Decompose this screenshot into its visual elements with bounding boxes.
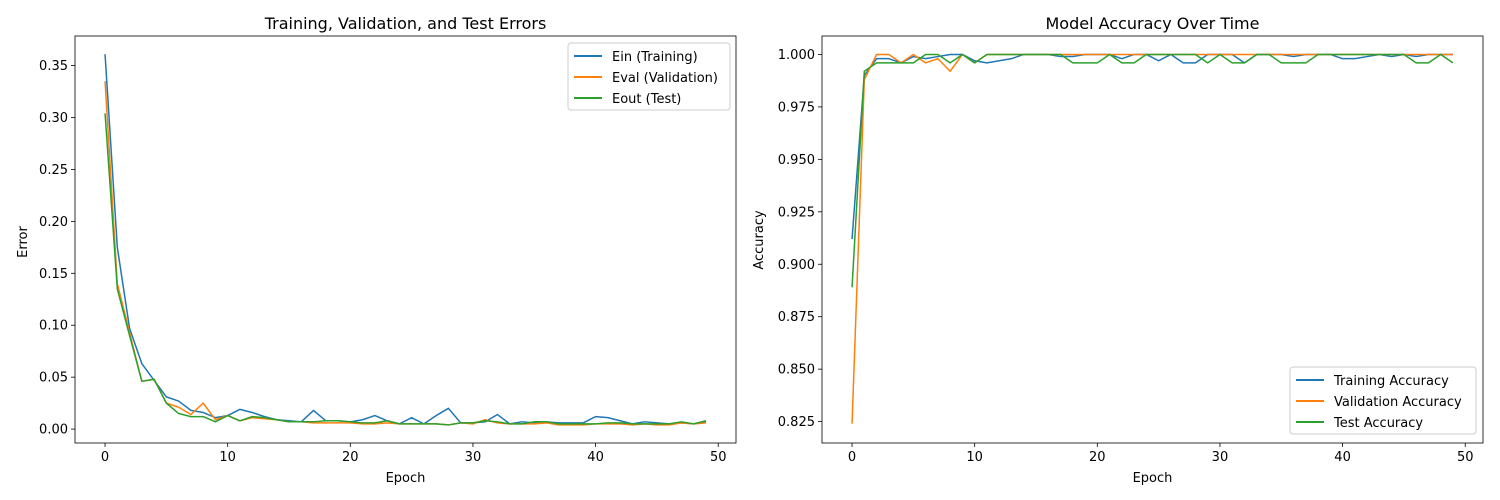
error-xtick-label: 40 [587,450,604,465]
accuracy-ytick-label: 0.950 [778,153,815,168]
accuracy-chart-ticks: 0 10 20 30 40 50 0.825 0.850 0.875 0.900 0.925 0.95… [778,48,1474,465]
accuracy-series-line-training-accuracy [851,53,1453,240]
accuracy-ytick-label: 0.875 [778,310,815,325]
accuracy-chart-panel: Model Accuracy Over Time Epoch Accuracy … [752,14,1484,486]
error-ytick-label: 0.25 [39,163,68,178]
error-ytick-label: 0.15 [39,267,68,282]
accuracy-xtick-label: 20 [1089,450,1106,465]
accuracy-ytick-label: 0.975 [778,100,815,115]
accuracy-xtick-label: 0 [848,450,856,465]
error-chart-ticks: 0 10 20 30 40 50 0.00 0.05 0.10 0.15 0.20 0.25 0.30 0… [39,59,726,465]
error-xtick-label: 30 [465,450,482,465]
error-chart-axes-frame [74,35,737,444]
error-xtick-label: 10 [219,450,236,465]
error-legend-box [567,42,731,111]
error-ytick-label: 0.20 [39,215,68,230]
legend-label-training-accuracy: Training Accuracy [1333,374,1449,389]
accuracy-ytick-label: 1.000 [778,48,815,63]
accuracy-chart-legend: Training Accuracy Validation Accuracy Te… [1289,366,1477,435]
legend-label-validation-accuracy: Validation Accuracy [1334,395,1462,410]
accuracy-xtick-label: 40 [1334,450,1351,465]
error-xtick-label: 50 [710,450,727,465]
legend-label-eout: Eout (Test) [612,92,681,107]
accuracy-chart-axes-frame [821,35,1484,444]
error-chart-legend: Ein (Training) Eval (Validation) Eout (T… [567,42,731,111]
error-chart-ylabel: Error [16,226,31,258]
accuracy-xtick-label: 30 [1212,450,1229,465]
error-chart-xlabel: Epoch [386,471,426,486]
accuracy-xtick-label: 50 [1457,450,1474,465]
accuracy-ytick-label: 0.925 [778,205,815,220]
error-ytick-label: 0.10 [39,319,68,334]
accuracy-chart-xlabel: Epoch [1133,471,1173,486]
error-ytick-label: 0.35 [39,59,68,74]
accuracy-chart-series [851,53,1454,424]
accuracy-chart-ylabel: Accuracy [752,210,767,270]
accuracy-ytick-label: 0.825 [778,415,815,430]
accuracy-chart-title: Model Accuracy Over Time [1046,14,1260,33]
accuracy-ytick-label: 0.900 [778,258,815,273]
accuracy-ytick-label: 0.850 [778,363,815,378]
legend-label-ein: Ein (Training) [612,50,698,65]
error-chart-panel: Training, Validation, and Test Errors Ep… [16,14,737,486]
error-chart-title: Training, Validation, and Test Errors [264,14,547,33]
error-chart-series [104,54,707,426]
accuracy-xtick-label: 10 [966,450,983,465]
error-series-line-eout-test [104,113,707,426]
accuracy-series-line-test-accuracy [851,53,1454,288]
error-xtick-label: 20 [342,450,359,465]
error-series-line-ein-training [104,54,707,425]
legend-label-test-accuracy: Test Accuracy [1333,416,1423,431]
accuracy-legend-box [1289,366,1477,435]
error-ytick-label: 0.00 [39,423,68,438]
error-ytick-label: 0.30 [39,111,68,126]
error-xtick-label: 0 [101,450,109,465]
error-ytick-label: 0.05 [39,371,68,386]
legend-label-eval: Eval (Validation) [612,71,718,86]
